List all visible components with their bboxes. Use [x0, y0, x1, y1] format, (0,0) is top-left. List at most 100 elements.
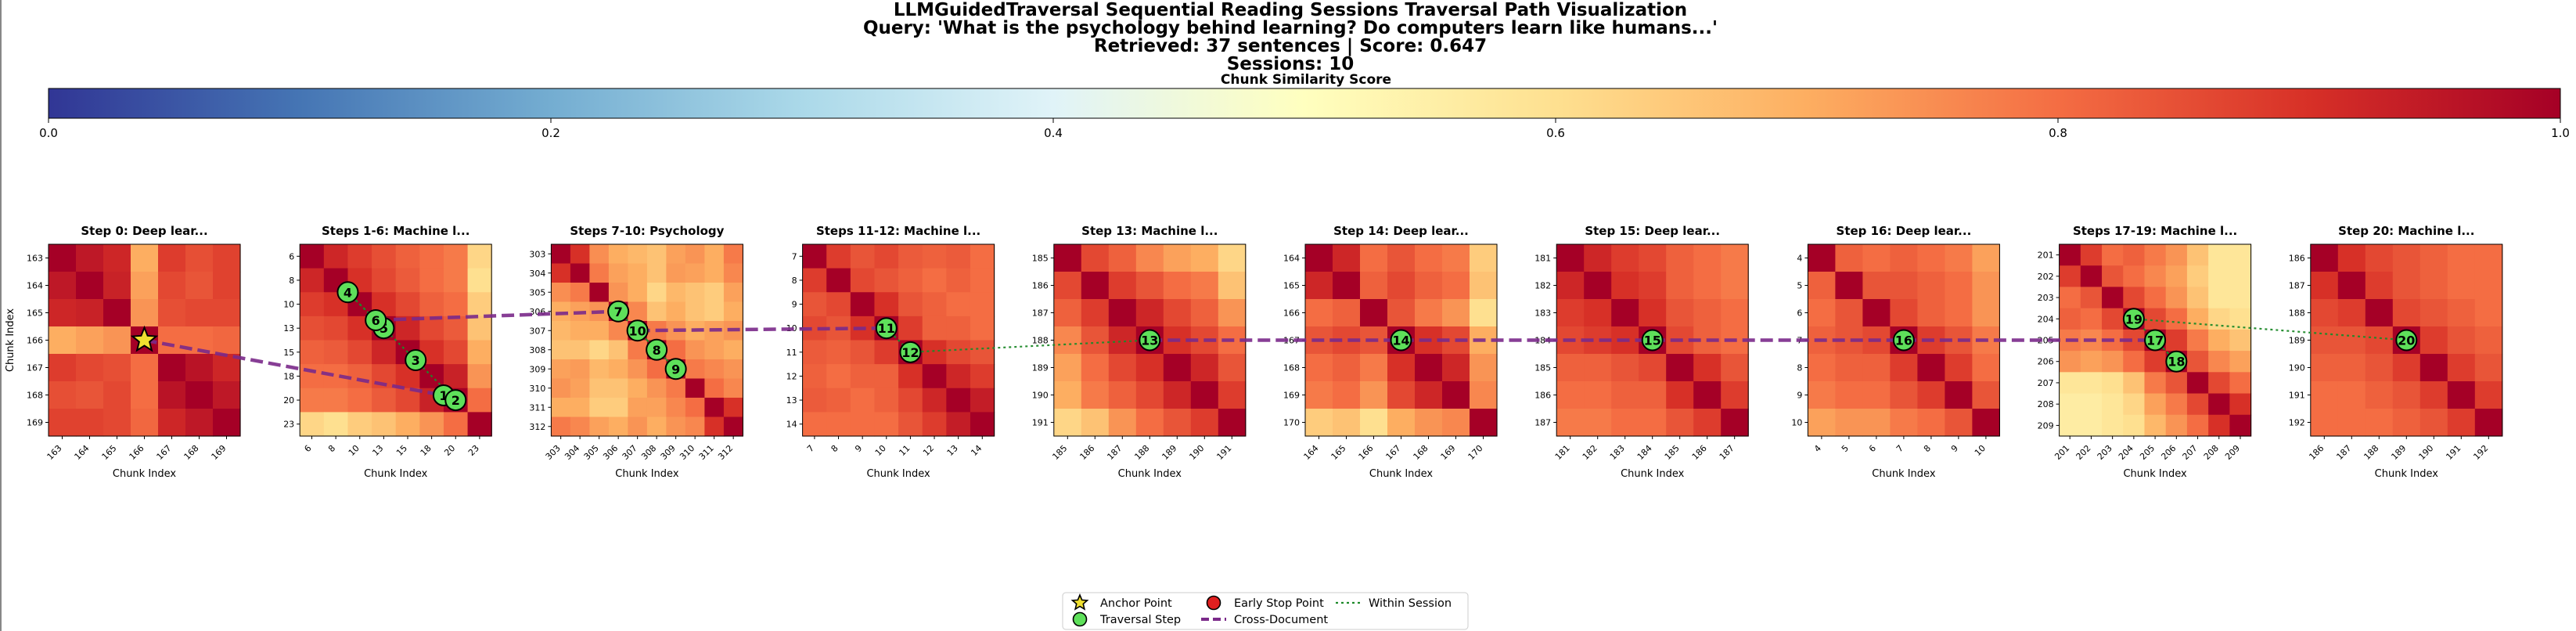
- heatmap-cell: [1945, 272, 1973, 300]
- heatmap-panel: Steps 17-19: Machine l...201 202 203 204 205…: [2038, 224, 2252, 480]
- heatmap-cell: [131, 244, 159, 272]
- x-tick-label: 303: [544, 443, 563, 462]
- heatmap-cell: [158, 409, 186, 437]
- heatmap-cell: [1135, 272, 1164, 300]
- heatmap-cell: [2365, 244, 2394, 272]
- x-tick-label: 168: [1412, 443, 1430, 462]
- heatmap-cell: [2310, 409, 2339, 437]
- heatmap-cell: [922, 412, 947, 437]
- y-tick-label: 203: [2038, 293, 2054, 303]
- heatmap-cell: [2474, 299, 2503, 327]
- heatmap-cell: [323, 244, 349, 269]
- y-tick-label: 189: [2289, 336, 2305, 346]
- heatmap-cell: [213, 381, 241, 409]
- heatmap-cell: [443, 292, 469, 317]
- heatmap-cell: [970, 316, 995, 341]
- heatmap-cell: [1584, 299, 1612, 327]
- y-tick-label: 23: [283, 420, 294, 430]
- heatmap-cell: [922, 316, 947, 341]
- heatmap-cell: [1135, 381, 1164, 409]
- heatmap-cell: [1053, 326, 1082, 355]
- heatmap-cell: [1639, 381, 1667, 409]
- heatmap-cell: [723, 378, 743, 398]
- heatmap-cell: [158, 272, 186, 300]
- traversal-step-marker: 11: [875, 317, 898, 340]
- x-tick-label: 12: [921, 443, 936, 458]
- heatmap-cell: [1190, 409, 1219, 437]
- legend-early-stop-icon: [1206, 595, 1221, 611]
- heatmap-cell: [666, 416, 686, 437]
- heatmap-cell: [874, 388, 899, 413]
- traversal-step-marker: 9: [664, 358, 687, 380]
- heatmap-cell: [213, 244, 241, 272]
- step-number: 9: [671, 362, 680, 377]
- y-tick-label: 163: [27, 254, 43, 264]
- heatmap-cell: [666, 283, 686, 303]
- step-number: 3: [412, 353, 420, 368]
- y-tick-label: 181: [1534, 254, 1551, 264]
- heatmap-cell: [372, 268, 397, 293]
- heatmap-cell: [1808, 272, 1836, 300]
- x-tick-label: 306: [601, 443, 620, 462]
- heatmap-cell: [1693, 409, 1722, 437]
- heatmap-panel: Step 14: Deep lear... 164 165 166 167 168 169 1…: [1283, 224, 1498, 480]
- traversal-step-marker: 12: [899, 341, 922, 363]
- heatmap-cell: [1862, 381, 1891, 409]
- heatmap-cell: [49, 299, 77, 327]
- title-line-2: Query: 'What is the psychology behind le…: [863, 18, 1718, 38]
- step-circle: [899, 341, 922, 363]
- heatmap-cell: [2229, 287, 2252, 309]
- heatmap-cell: [1108, 272, 1137, 300]
- heatmap-cell: [1917, 381, 1945, 409]
- heatmap-cell: [2123, 372, 2146, 395]
- heatmap-cell: [2102, 414, 2124, 437]
- heatmap-cell: [685, 398, 705, 418]
- heatmap-cell: [1305, 354, 1333, 382]
- heatmap-cell: [666, 378, 686, 398]
- y-tick-label: 167: [27, 363, 43, 373]
- heatmap-cell: [1081, 272, 1110, 300]
- heatmap-cell: [1862, 272, 1891, 300]
- heatmap-cell: [1584, 409, 1612, 437]
- heatmap-cell: [1135, 244, 1164, 272]
- heatmap-cell: [826, 292, 851, 317]
- heatmap-cell: [874, 268, 899, 293]
- heatmap-panel: Steps 1-6: Machine l...6 8 10 13 15 18 20 23681…: [283, 224, 492, 480]
- heatmap-cell: [2229, 372, 2252, 395]
- heatmap-cell: [2447, 244, 2476, 272]
- y-tick-label: 311: [529, 402, 545, 413]
- heatmap-cell: [1584, 244, 1612, 272]
- panel-title: Steps 11-12: Machine l...: [816, 224, 980, 238]
- heatmap-cell: [467, 388, 492, 413]
- heatmap-cell: [213, 326, 241, 355]
- legend-label: Cross-Document: [1234, 614, 1328, 626]
- x-tick-label: 192: [2471, 443, 2490, 462]
- traversal-step-marker: 17: [2144, 329, 2167, 352]
- x-tick-label: 18: [419, 443, 434, 458]
- heatmap-cell: [443, 268, 469, 293]
- heatmap-cell: [1081, 354, 1110, 382]
- heatmap-cell: [1917, 409, 1945, 437]
- heatmap-cell: [213, 409, 241, 437]
- heatmap-cell: [1917, 272, 1945, 300]
- heatmap-cell: [2392, 299, 2421, 327]
- heatmap-cell: [628, 263, 648, 283]
- heatmap-cell: [1693, 299, 1722, 327]
- heatmap-cell: [1470, 381, 1498, 409]
- heatmap-cell: [2337, 409, 2366, 437]
- heatmap-cell: [551, 378, 571, 398]
- x-tick-label: 191: [2444, 443, 2463, 462]
- heatmap-cell: [628, 359, 648, 380]
- heatmap-cell: [608, 244, 628, 265]
- legend-entry-anchor: Anchor Point: [1070, 593, 1172, 611]
- heatmap-cell: [443, 340, 469, 365]
- heatmap-cell: [946, 388, 971, 413]
- heatmap-cell: [2186, 265, 2209, 288]
- heatmap-cell: [2208, 351, 2230, 373]
- heatmap-cell: [666, 263, 686, 283]
- heatmap-cell: [2186, 414, 2209, 437]
- step-number: 14: [1392, 334, 1409, 348]
- heatmap-cell: [922, 340, 947, 365]
- colorbar-tick-label: 0.4: [1044, 126, 1063, 140]
- heatmap-cell: [1808, 381, 1836, 409]
